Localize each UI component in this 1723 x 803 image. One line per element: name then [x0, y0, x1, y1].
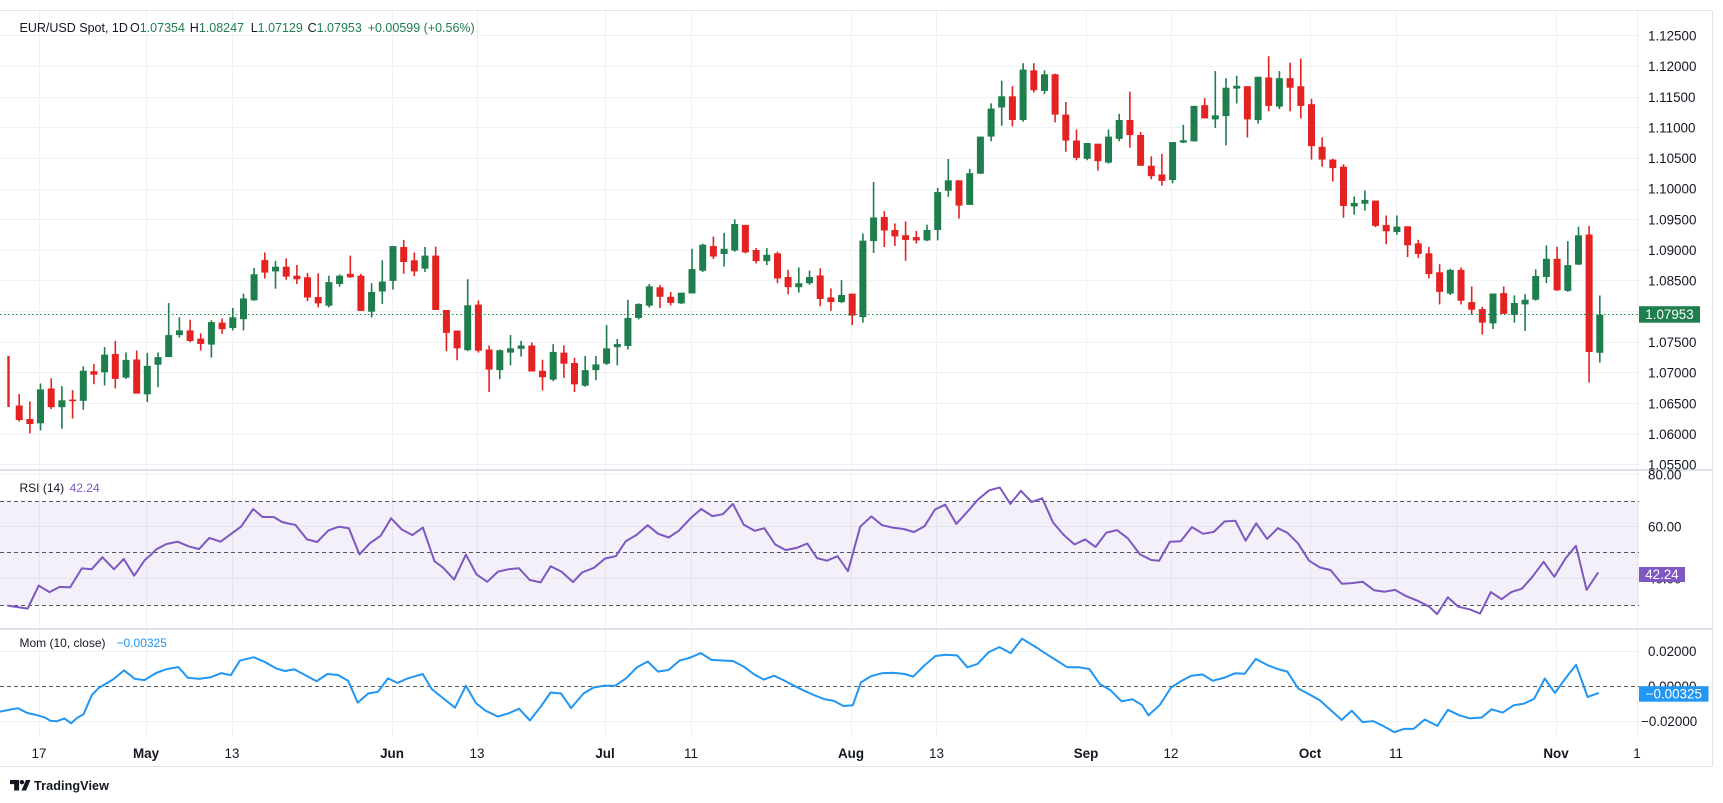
- svg-text:12: 12: [1164, 746, 1179, 761]
- svg-text:1.11500: 1.11500: [1648, 90, 1695, 105]
- svg-text:11: 11: [684, 746, 698, 761]
- svg-text:Jul: Jul: [595, 746, 614, 761]
- svg-text:RSI (14): RSI (14): [20, 481, 65, 495]
- svg-text:1: 1: [1633, 746, 1640, 761]
- svg-text:1.07953: 1.07953: [1645, 307, 1693, 322]
- svg-text:1.12500: 1.12500: [1648, 29, 1696, 44]
- svg-text:−0.02000: −0.02000: [1641, 714, 1697, 729]
- svg-text:H1.08247: H1.08247: [190, 21, 244, 35]
- svg-text:C1.07953: C1.07953: [308, 21, 362, 35]
- svg-text:1.12000: 1.12000: [1648, 59, 1696, 74]
- svg-text:Oct: Oct: [1299, 746, 1322, 761]
- svg-text:42.24: 42.24: [1645, 567, 1679, 582]
- svg-text:1.10000: 1.10000: [1648, 182, 1696, 197]
- svg-text:EUR/USD Spot, 1D: EUR/USD Spot, 1D: [20, 21, 128, 35]
- svg-text:80.00: 80.00: [1648, 468, 1682, 483]
- svg-text:Nov: Nov: [1543, 746, 1569, 761]
- svg-text:1.05500: 1.05500: [1648, 458, 1696, 473]
- svg-text:17: 17: [32, 746, 47, 761]
- svg-text:1.08500: 1.08500: [1648, 274, 1696, 289]
- svg-text:O1.07354: O1.07354: [130, 21, 185, 35]
- svg-text:13: 13: [225, 746, 240, 761]
- svg-text:11: 11: [1389, 746, 1403, 761]
- svg-text:−0.00325: −0.00325: [1646, 687, 1702, 702]
- svg-text:60.00: 60.00: [1648, 520, 1682, 535]
- svg-text:0.02000: 0.02000: [1648, 644, 1696, 659]
- svg-text:Aug: Aug: [838, 746, 864, 761]
- svg-text:+0.00599 (+0.56%): +0.00599 (+0.56%): [368, 21, 475, 35]
- svg-text:1.09000: 1.09000: [1648, 243, 1696, 258]
- svg-text:−0.00325: −0.00325: [117, 636, 168, 650]
- svg-text:1.07000: 1.07000: [1648, 366, 1696, 381]
- svg-text:TradingView: TradingView: [34, 779, 109, 793]
- svg-text:Mom (10, close): Mom (10, close): [20, 636, 106, 650]
- svg-text:L1.07129: L1.07129: [251, 21, 303, 35]
- svg-text:1.10500: 1.10500: [1648, 151, 1696, 166]
- svg-text:Jun: Jun: [380, 746, 404, 761]
- svg-text:1.11000: 1.11000: [1648, 120, 1695, 135]
- svg-text:13: 13: [929, 746, 944, 761]
- svg-text:Sep: Sep: [1074, 746, 1099, 761]
- svg-text:1.06500: 1.06500: [1648, 396, 1696, 411]
- svg-text:13: 13: [470, 746, 485, 761]
- svg-text:May: May: [133, 746, 160, 761]
- svg-text:1.07500: 1.07500: [1648, 335, 1696, 350]
- svg-text:1.09500: 1.09500: [1648, 212, 1696, 227]
- svg-text:1.06000: 1.06000: [1648, 427, 1696, 442]
- svg-text:42.24: 42.24: [70, 481, 100, 495]
